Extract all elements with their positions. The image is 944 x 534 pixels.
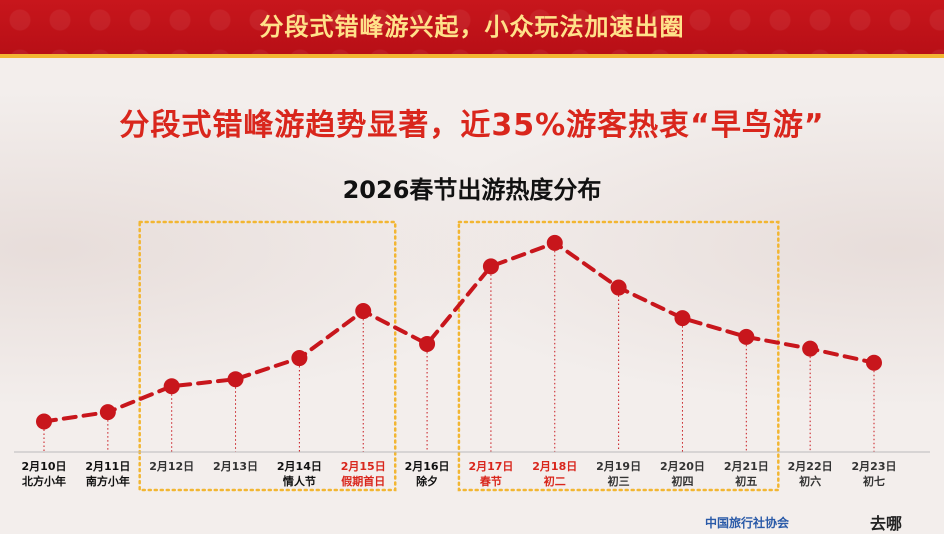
x-tick-note: 初六 (799, 474, 821, 488)
x-tick-note: 南方小年 (86, 474, 130, 488)
data-point (546, 234, 563, 251)
footer-org-logo: 中国旅行社协会 (705, 516, 790, 530)
data-point (802, 340, 819, 357)
x-tick-date: 2月23日 (852, 460, 897, 473)
data-point (99, 404, 116, 421)
data-point (355, 303, 372, 320)
x-tick-note: 情人节 (283, 474, 316, 488)
x-tick-date: 2月17日 (468, 460, 513, 473)
x-tick-date: 2月16日 (405, 460, 450, 473)
series-line (42, 240, 876, 424)
x-tick-note: 除夕 (416, 474, 438, 488)
x-tick-note: 春节 (480, 474, 502, 488)
top-banner: 分段式错峰游兴起，小众玩法加速出圈 (0, 0, 944, 58)
data-point (674, 310, 691, 327)
data-point (36, 413, 52, 430)
highlight-range-box-2 (457, 220, 780, 492)
x-tick-date: 2月14日 (277, 460, 322, 473)
x-tick-date: 2月13日 (213, 460, 258, 473)
background-decoration (0, 62, 944, 529)
data-point (738, 328, 755, 345)
highlight-range-box-1 (138, 220, 397, 492)
data-point (227, 371, 244, 388)
x-tick-date: 2月18日 (532, 460, 577, 473)
x-tick-note: 初七 (863, 474, 885, 488)
x-tick-note: 初二 (544, 474, 566, 488)
data-point (419, 335, 436, 352)
x-tick-date: 2月15日 (341, 460, 386, 473)
x-tick-note: 初四 (671, 474, 693, 488)
x-tick-date: 2月11日 (85, 460, 130, 473)
x-tick-date: 2月21日 (724, 460, 769, 473)
data-point (482, 258, 499, 275)
headline: 分段式错峰游趋势显著，近35%游客热衷“早鸟游” (119, 108, 825, 143)
x-tick-note: 北方小年 (22, 474, 66, 488)
x-tick-date: 2月22日 (788, 460, 833, 473)
data-point (610, 279, 627, 296)
x-tick-date: 2月10日 (22, 460, 67, 473)
data-point (163, 378, 180, 395)
footer-brand-logo: 去哪 (870, 514, 903, 533)
data-point (866, 354, 882, 371)
chart-title: 2026春节出游热度分布 (342, 176, 602, 204)
data-point (291, 350, 308, 367)
x-tick-note: 初五 (735, 474, 757, 488)
x-tick-date: 2月12日 (149, 460, 194, 473)
x-tick-date: 2月19日 (596, 460, 641, 473)
x-tick-note: 初三 (608, 474, 630, 488)
banner-title: 分段式错峰游兴起，小众玩法加速出圈 (259, 13, 685, 41)
x-tick-date: 2月20日 (660, 460, 705, 473)
x-tick-note: 假期首日 (341, 474, 385, 488)
